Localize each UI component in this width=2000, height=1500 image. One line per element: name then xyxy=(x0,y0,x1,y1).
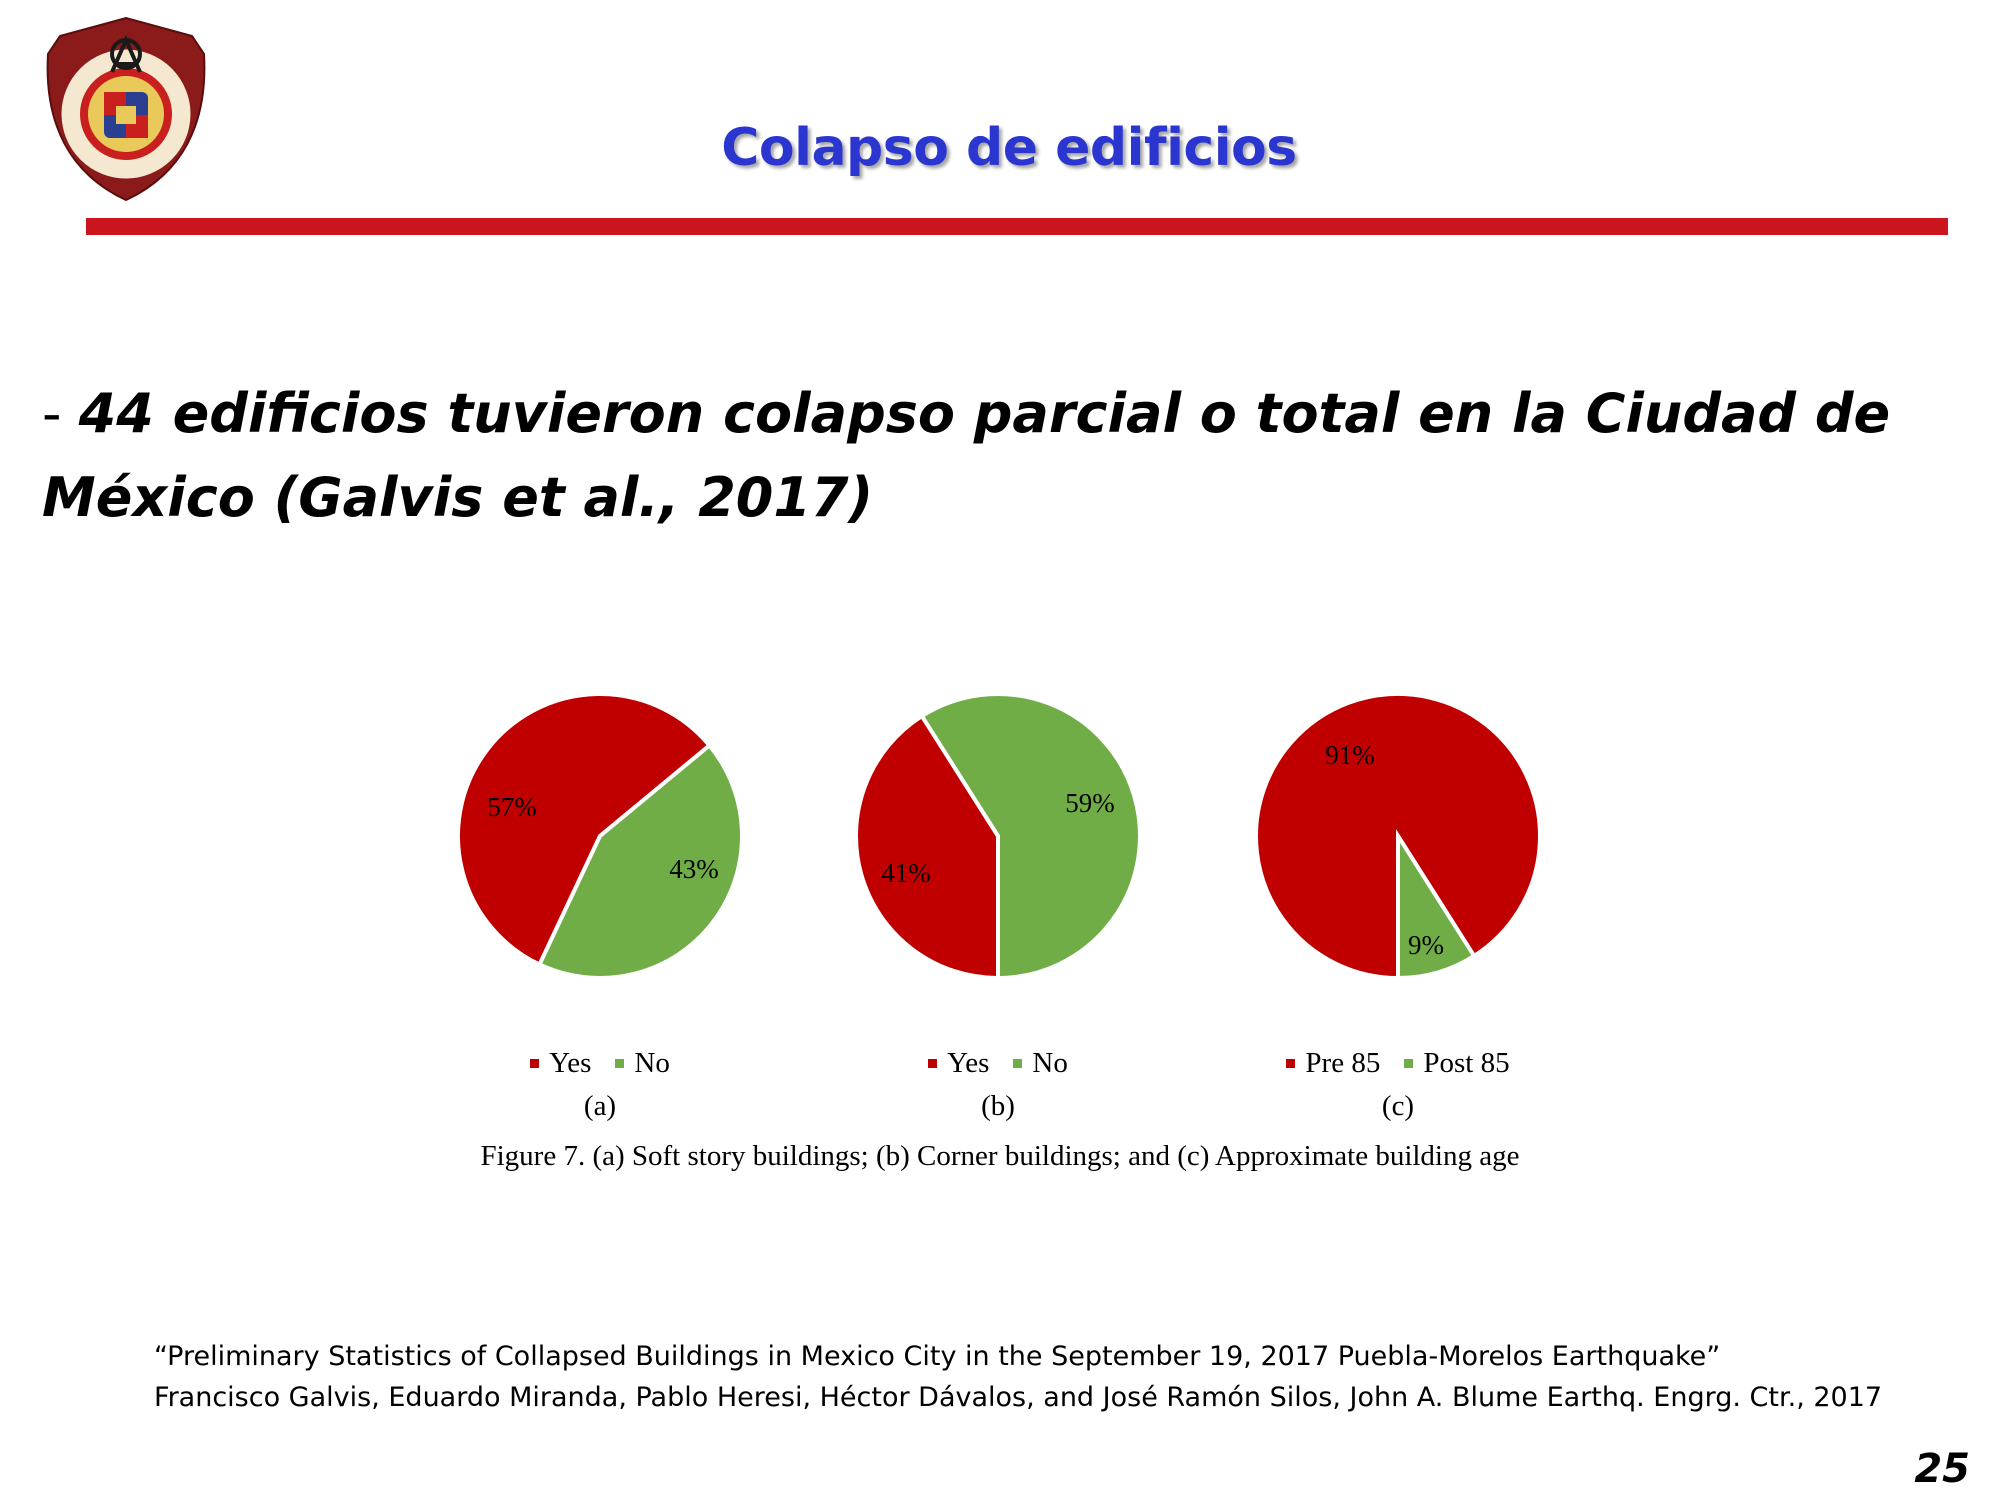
data-label: 41% xyxy=(881,858,931,888)
legend-label: No xyxy=(1032,1046,1068,1079)
data-label: 57% xyxy=(487,792,537,822)
legend-swatch xyxy=(1404,1058,1414,1068)
legend-item: No xyxy=(1013,1046,1068,1080)
legend-item: Pre 85 xyxy=(1286,1047,1380,1080)
legend-item: No xyxy=(615,1046,670,1080)
legend-label: Yes xyxy=(947,1046,990,1079)
figure-caption: Figure 7. (a) Soft story buildings; (b) … xyxy=(480,1140,1520,1172)
pie-chart-b: 41% 59% xyxy=(854,692,1142,981)
title-divider xyxy=(86,218,1948,235)
chart-legend: Yes No xyxy=(928,1043,1092,1083)
pie-slice-post-85 xyxy=(1396,829,1477,981)
headline-dash: - xyxy=(42,382,79,445)
legend-swatch xyxy=(1013,1058,1023,1068)
page-number: 25 xyxy=(1914,1446,1970,1492)
data-label: 91% xyxy=(1325,740,1375,770)
data-label: 43% xyxy=(669,854,719,884)
faculty-logo xyxy=(46,16,206,202)
legend-label: Post 85 xyxy=(1423,1046,1510,1079)
pie-slice-no xyxy=(919,692,1142,981)
chart-legend: Yes No xyxy=(530,1043,694,1083)
legend-item: Yes xyxy=(530,1047,591,1080)
chart-subtitle: (b) xyxy=(981,1090,1015,1122)
data-label: 9% xyxy=(1408,930,1444,960)
chart-subtitle: (c) xyxy=(1381,1090,1415,1122)
legend-label: Yes xyxy=(549,1046,592,1079)
page-title: Colapso de edificios xyxy=(721,118,1297,178)
legend-swatch xyxy=(530,1058,540,1068)
legend-item: Yes xyxy=(928,1047,989,1080)
headline-text: 44 edificios tuvieron colapso parcial o … xyxy=(42,382,1891,529)
legend-swatch xyxy=(1286,1058,1296,1068)
legend-label: No xyxy=(634,1046,670,1079)
pie-chart-c: 91% 9% xyxy=(1254,692,1542,981)
pie-slice-no xyxy=(536,742,744,980)
legend-swatch xyxy=(928,1058,938,1068)
reference-citation: “Preliminary Statistics of Collapsed Bui… xyxy=(154,1336,1954,1418)
data-label: 59% xyxy=(1065,788,1115,818)
pie-slice-yes xyxy=(456,692,713,968)
chart-subtitle: (a) xyxy=(583,1090,617,1122)
reference-authors: Francisco Galvis, Eduardo Miranda, Pablo… xyxy=(154,1382,1883,1413)
legend-item: Post 85 xyxy=(1404,1046,1510,1080)
legend-swatch xyxy=(615,1058,625,1068)
headline: - 44 edificios tuvieron colapso parcial … xyxy=(42,372,1972,540)
pie-chart-a: 57% 43% xyxy=(456,692,744,980)
pie-charts-figure: 57% 43% 41% 59% 91% 9% xyxy=(0,680,2000,1120)
reference-title: “Preliminary Statistics of Collapsed Bui… xyxy=(154,1341,1721,1372)
legend-label: Pre 85 xyxy=(1305,1046,1381,1079)
chart-legend: Pre 85 Post 85 xyxy=(1286,1043,1533,1083)
